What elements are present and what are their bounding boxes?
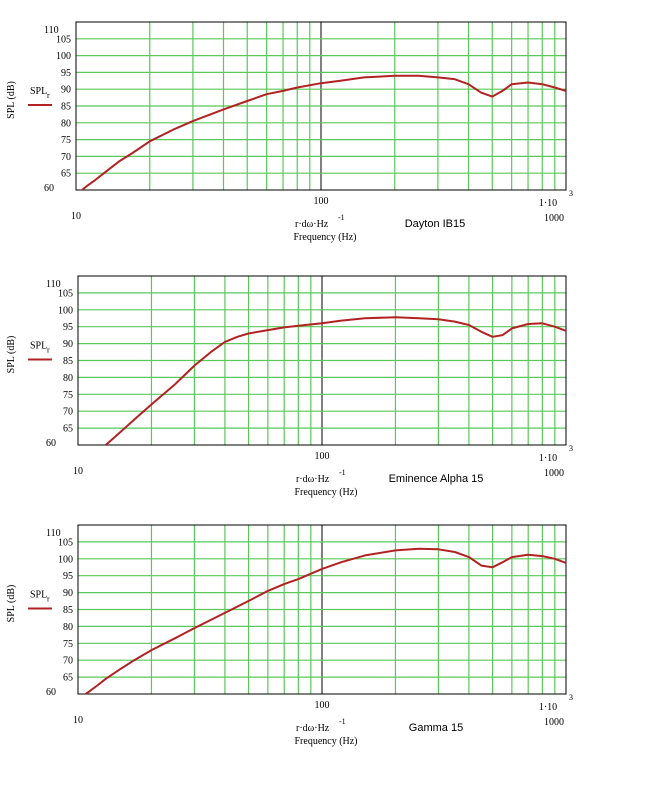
y-tick-label: 70 — [63, 407, 73, 418]
y-tick-label: 65 — [63, 673, 73, 684]
y-tick-label: 110 — [46, 279, 61, 290]
y-tick-label: 75 — [63, 639, 73, 650]
x-tick-label: 1000 — [544, 717, 564, 728]
x-axis-label: Frequency (Hz) — [294, 487, 357, 498]
series-line — [83, 547, 566, 694]
x-axis-label: Frequency (Hz) — [293, 232, 356, 243]
y-tick-label: 90 — [63, 588, 73, 599]
y-tick-label: 80 — [63, 622, 73, 633]
legend-label-subscript: r — [47, 91, 50, 100]
legend-label: SPL — [30, 86, 47, 97]
y-tick-label: 105 — [58, 288, 73, 299]
y-tick-label: 65 — [61, 169, 71, 180]
y-tick-label: 100 — [58, 554, 73, 565]
y-tick-label: 105 — [58, 537, 73, 548]
x-expression: r·dω·Hz — [296, 723, 330, 734]
y-tick-label: 105 — [56, 34, 71, 45]
y-tick-label: 95 — [63, 322, 73, 333]
x-max-label-exponent: 3 — [569, 444, 573, 453]
y-tick-label: 80 — [63, 373, 73, 384]
legend-label: SPL — [30, 590, 47, 601]
plot-frame — [75, 21, 567, 191]
y-tick-label: 65 — [63, 424, 73, 435]
y-axis-label: SPL (dB) — [6, 81, 17, 119]
y-tick-label: 90 — [61, 85, 71, 96]
y-tick-label: 95 — [63, 571, 73, 582]
y-tick-label: 60 — [46, 438, 56, 449]
x-max-label: 1·10 — [539, 702, 557, 713]
y-tick-label: 90 — [63, 339, 73, 350]
chart-title: Eminence Alpha 15 — [389, 473, 484, 485]
x-tick-label: 10 — [73, 715, 83, 726]
y-tick-label: 85 — [61, 102, 71, 113]
x-tick-label: 10 — [71, 211, 81, 222]
x-tick-label: 1000 — [544, 468, 564, 479]
x-axis-label: Frequency (Hz) — [294, 736, 357, 747]
x-expression-exponent: -1 — [339, 468, 346, 477]
x-max-label-exponent: 3 — [569, 693, 573, 702]
x-max-label-exponent: 3 — [569, 189, 573, 198]
x-expression-exponent: -1 — [338, 213, 345, 222]
y-tick-label: 75 — [61, 135, 71, 146]
x-tick-label: 100 — [315, 700, 330, 711]
plot-frame — [77, 524, 567, 695]
x-max-label: 1·10 — [539, 198, 557, 209]
x-expression: r·dω·Hz — [295, 219, 329, 230]
y-tick-label: 95 — [61, 68, 71, 79]
y-axis-label: SPL (dB) — [6, 585, 17, 623]
y-tick-label: 100 — [56, 51, 71, 62]
chart-title: Gamma 15 — [409, 722, 463, 734]
x-tick-label: 10 — [73, 466, 83, 477]
y-axis-label: SPL (dB) — [6, 336, 17, 374]
x-expression-exponent: -1 — [339, 717, 346, 726]
chart-title: Dayton IB15 — [405, 218, 466, 230]
x-max-label: 1·10 — [539, 453, 557, 464]
y-tick-label: 100 — [58, 305, 73, 316]
x-tick-label: 100 — [315, 451, 330, 462]
y-tick-label: 110 — [44, 25, 59, 36]
series-line — [105, 316, 566, 445]
y-tick-label: 60 — [44, 183, 54, 194]
x-tick-label: 1000 — [544, 213, 564, 224]
legend-label-subscript: r — [47, 346, 50, 355]
x-tick-label: 100 — [314, 196, 329, 207]
y-tick-label: 70 — [61, 152, 71, 163]
legend-label-subscript: r — [47, 595, 50, 604]
y-tick-label: 110 — [46, 528, 61, 539]
legend-label: SPL — [30, 341, 47, 352]
x-expression: r·dω·Hz — [296, 474, 330, 485]
series-line — [80, 74, 566, 190]
y-tick-label: 85 — [63, 605, 73, 616]
y-tick-label: 60 — [46, 687, 56, 698]
plot-frame — [77, 275, 567, 446]
y-tick-label: 75 — [63, 390, 73, 401]
y-tick-label: 85 — [63, 356, 73, 367]
y-tick-label: 70 — [63, 656, 73, 667]
y-tick-label: 80 — [61, 118, 71, 129]
